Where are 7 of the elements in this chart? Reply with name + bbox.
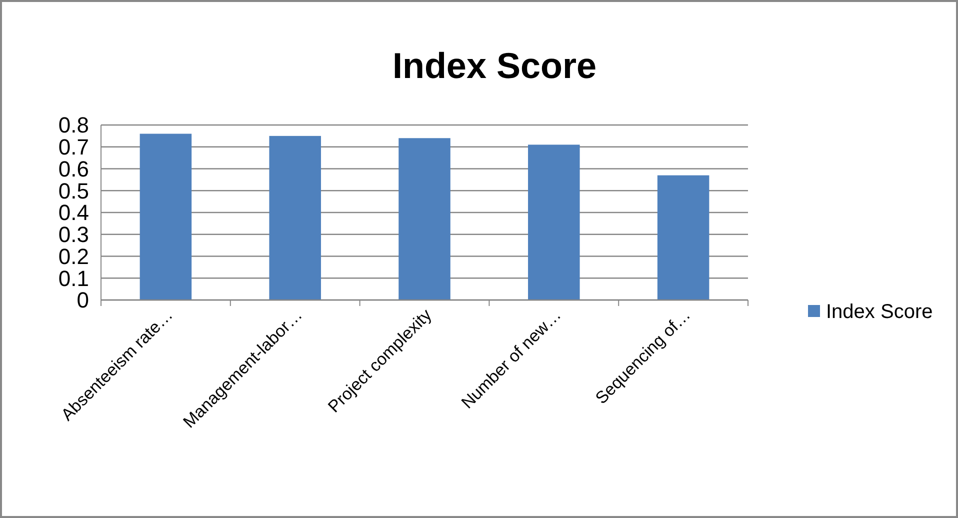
bar [657, 175, 710, 300]
legend-label: Index Score [826, 301, 933, 323]
bar [269, 136, 321, 300]
chart-title: Index Score [392, 45, 597, 86]
bar [528, 144, 580, 300]
bar [140, 134, 192, 300]
bar [398, 138, 450, 300]
